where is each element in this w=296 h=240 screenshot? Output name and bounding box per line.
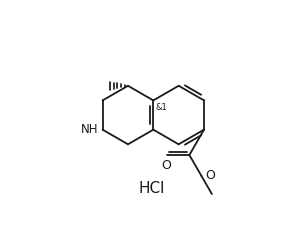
Text: &1: &1 (156, 103, 167, 113)
Text: O: O (205, 169, 215, 182)
Text: NH: NH (81, 123, 99, 136)
Text: O: O (162, 159, 171, 172)
Text: HCl: HCl (139, 181, 165, 196)
